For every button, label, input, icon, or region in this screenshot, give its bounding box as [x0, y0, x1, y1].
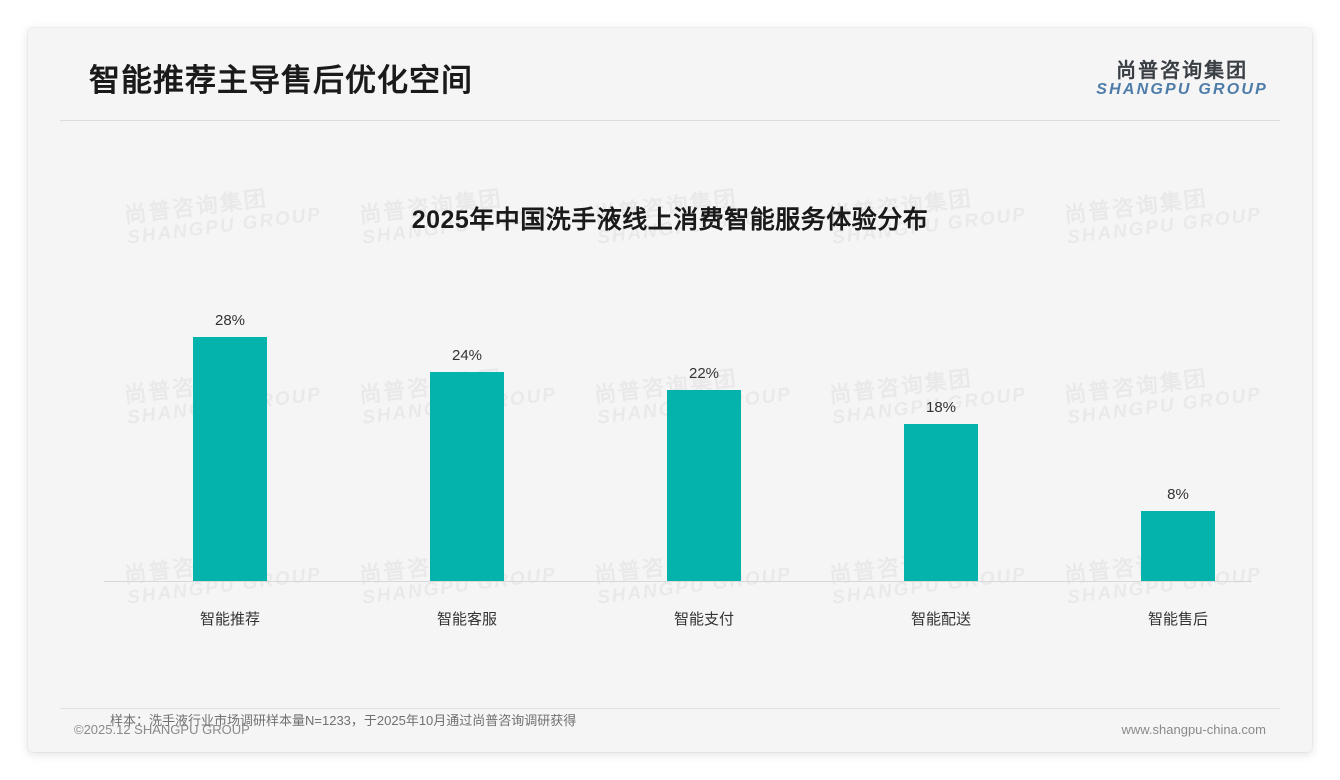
slide-header: 智能推荐主导售后优化空间 尚普咨询集团 SHANGPU GROUP [28, 28, 1312, 121]
website-link[interactable]: www.shangpu-china.com [1121, 722, 1266, 737]
bar-智能配送[interactable] [904, 424, 978, 581]
category-label: 智能售后 [1147, 611, 1208, 628]
header-divider [60, 120, 1280, 121]
footnote-text: 样本：洗手液行业市场调研样本量N=1233，于2025年10月通过尚普咨询调研获… [110, 713, 577, 728]
slide-footer: ©2025.12 SHANGPU GROUP www.shangpu-china… [28, 708, 1312, 752]
bar-智能客服[interactable] [430, 372, 504, 581]
bar-chart-plot: 28% 智能推荐 24% 智能客服 22% 智能支付 18% 智能配送 8% 智能售后 [68, 253, 1272, 653]
bar-value-label: 8% [1167, 486, 1189, 503]
category-label: 智能推荐 [199, 611, 260, 628]
category-label: 智能配送 [910, 611, 971, 628]
bar-智能推荐[interactable] [193, 337, 267, 581]
bar-value-label: 22% [688, 365, 720, 382]
bar-value-label: 18% [925, 399, 957, 416]
chart-title: 2025年中国洗手液线上消费智能服务体验分布 [411, 206, 929, 234]
category-label: 智能客服 [436, 611, 497, 628]
chart-baseline-axis [104, 581, 1252, 582]
bar-value-label: 24% [451, 347, 483, 364]
bar-value-label: 28% [214, 312, 246, 329]
page-title: 智能推荐主导售后优化空间 [89, 63, 473, 98]
brand-logo-en: SHANGPU GROUP [1096, 81, 1268, 98]
bar-智能支付[interactable] [667, 390, 741, 581]
brand-logo-cn: 尚普咨询集团 [1116, 60, 1249, 82]
footer-divider [60, 708, 1280, 709]
copyright-text: ©2025.12 SHANGPU GROUP [74, 722, 250, 737]
bar-智能售后[interactable] [1141, 511, 1215, 581]
brand-logo: 尚普咨询集团 SHANGPU GROUP [1096, 61, 1268, 99]
category-label: 智能支付 [673, 611, 734, 628]
